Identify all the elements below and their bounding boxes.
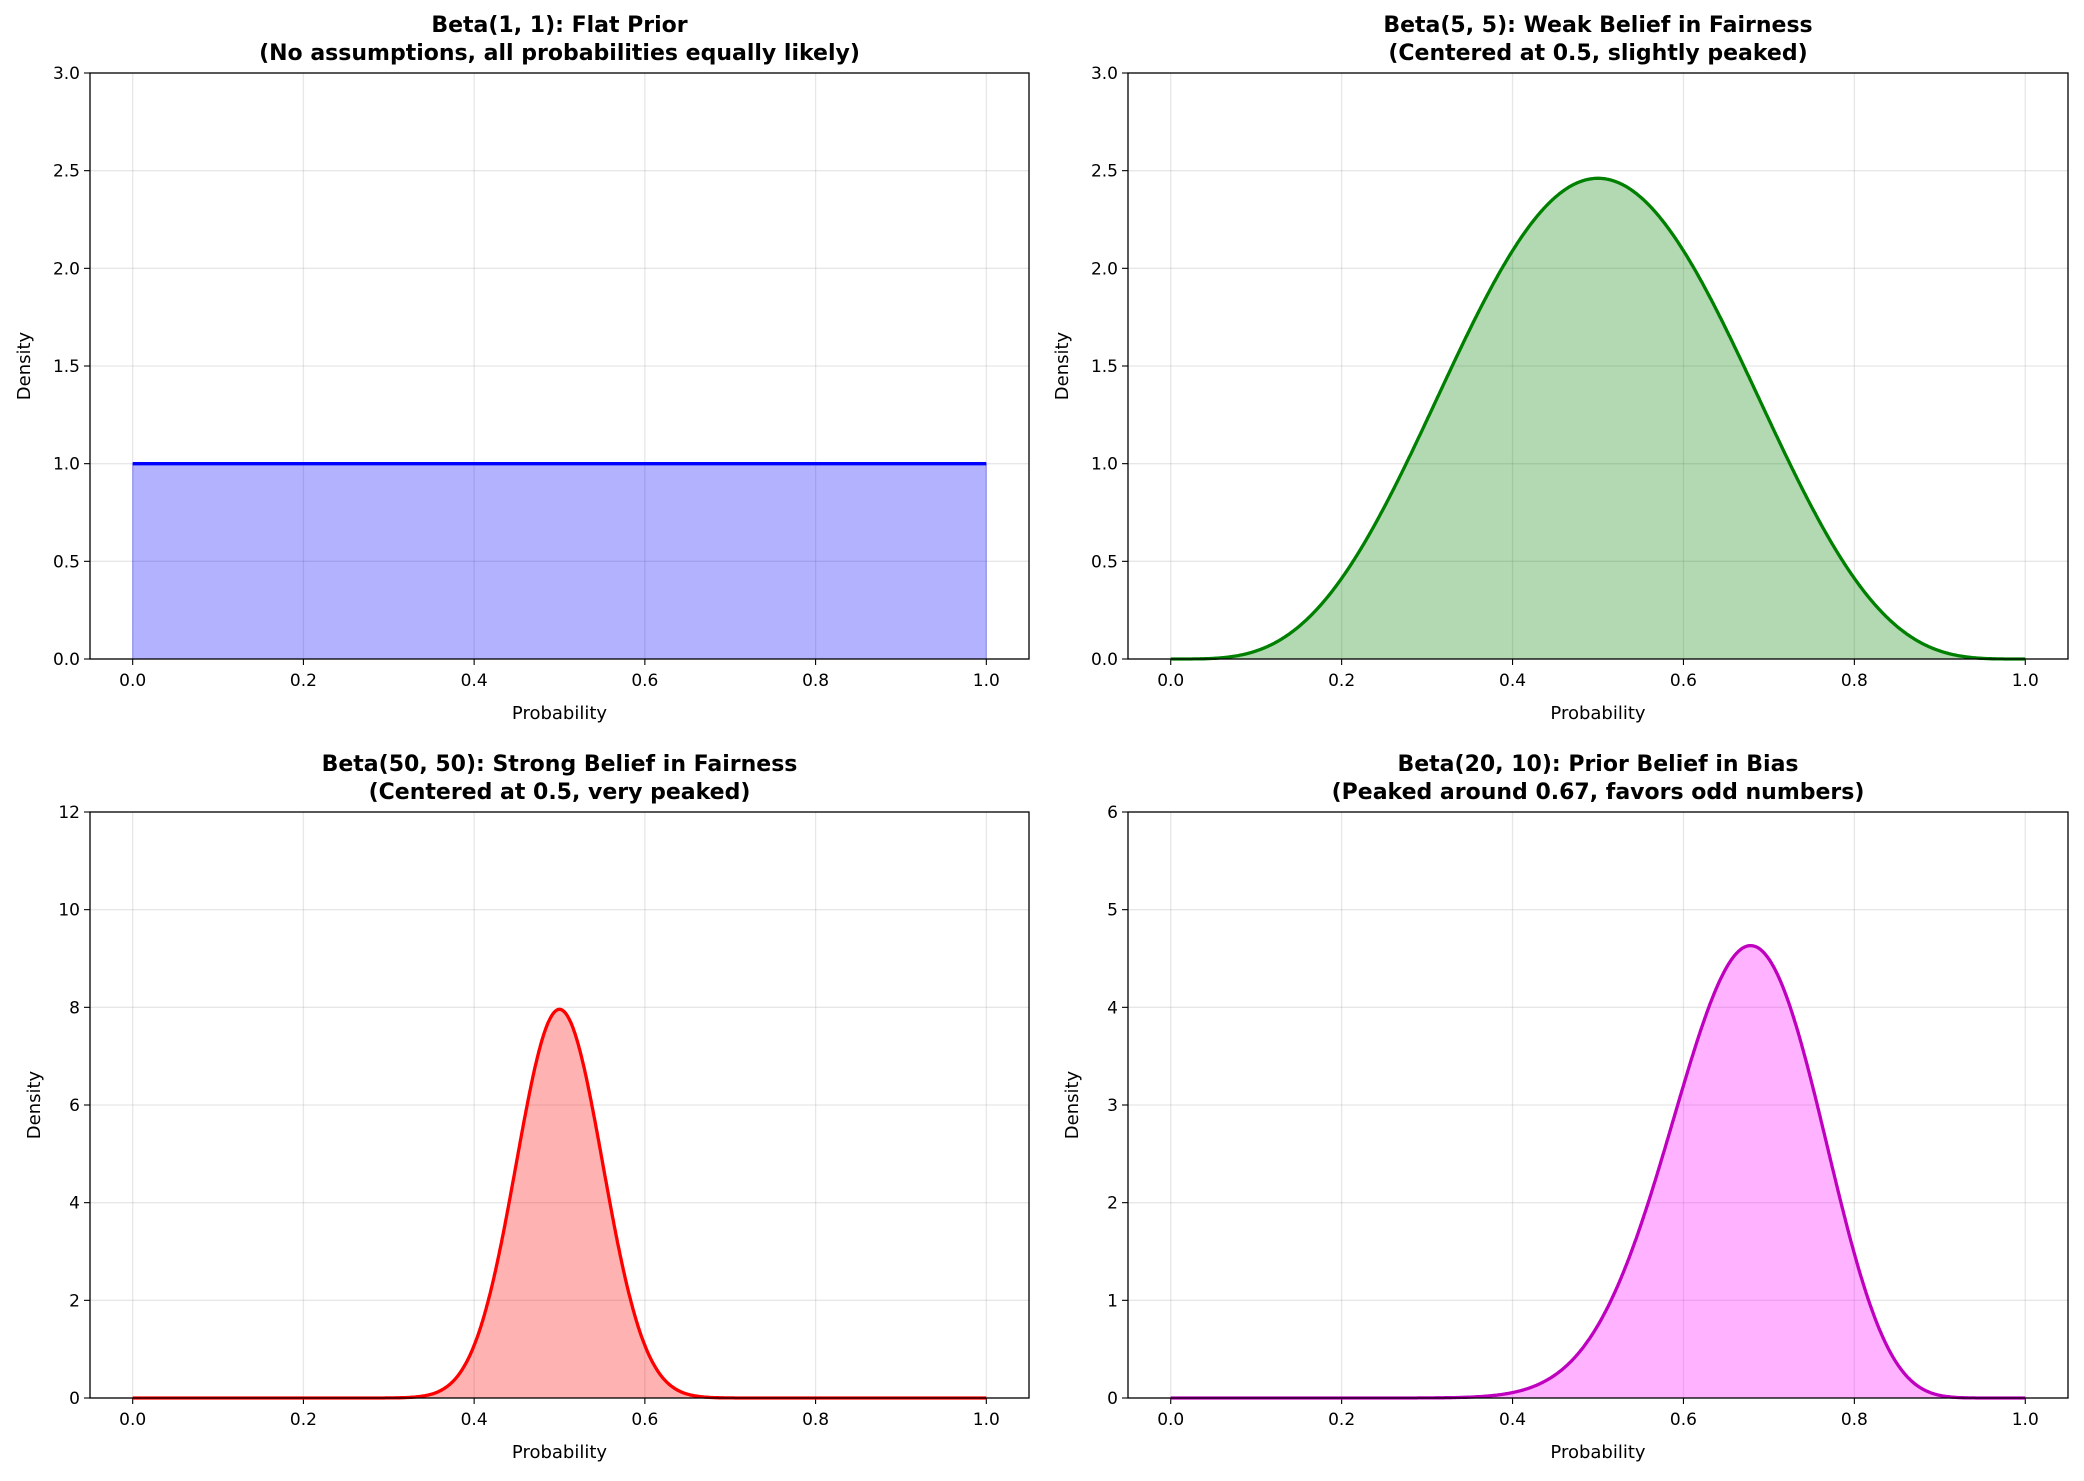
y-tick-label: 0 bbox=[69, 1389, 80, 1409]
x-tick-label: 0.2 bbox=[1328, 671, 1355, 691]
x-axis-label: Probability bbox=[512, 1442, 607, 1463]
x-tick-label: 0.0 bbox=[119, 671, 146, 691]
x-tick-label: 1.0 bbox=[2012, 671, 2039, 691]
x-tick-label: 0.6 bbox=[1670, 671, 1697, 691]
axes-frame bbox=[1127, 811, 2069, 1399]
density-fill bbox=[132, 1008, 987, 1399]
y-tick-label: 1.0 bbox=[1091, 455, 1118, 475]
y-tick-label: 6 bbox=[1107, 803, 1118, 823]
y-tick-label: 8 bbox=[69, 998, 80, 1018]
y-tick-label: 2.5 bbox=[53, 162, 80, 182]
y-tick-label: 6 bbox=[69, 1096, 80, 1116]
y-tick-label: 0.5 bbox=[1091, 552, 1118, 572]
subplot-2: 0.0 0.2 0.4 0.6 0.8 1.0 0.0 0.5 1.0 1.5 2.0 2.5 3.0 B… bbox=[1052, 13, 2069, 724]
y-tick-label: 2.5 bbox=[1091, 162, 1118, 182]
y-tick-label: 3.0 bbox=[1091, 64, 1118, 84]
y-axis-label: Density bbox=[1062, 1070, 1083, 1139]
y-tick-label: 1.0 bbox=[53, 455, 80, 475]
x-tick-label: 1.0 bbox=[2012, 1410, 2039, 1430]
y-axis-label: Density bbox=[24, 1070, 45, 1139]
x-axis-label: Probability bbox=[1550, 703, 1645, 724]
y-tick-label: 4 bbox=[69, 1194, 80, 1214]
y-tick-label: 10 bbox=[58, 901, 80, 921]
density-line bbox=[1170, 176, 2026, 661]
x-tick-label: 0.8 bbox=[1841, 1410, 1868, 1430]
subplot-title: Beta(50, 50): Strong Belief in Fairness bbox=[322, 752, 798, 777]
subplot-title: Beta(5, 5): Weak Belief in Fairness bbox=[1383, 13, 1812, 38]
axes-frame bbox=[89, 811, 1030, 1399]
x-tick-label: 1.0 bbox=[973, 671, 1000, 691]
y-tick-label: 1 bbox=[1107, 1291, 1118, 1311]
y-tick-label: 3 bbox=[1107, 1096, 1118, 1116]
x-tick-label: 0.6 bbox=[631, 671, 658, 691]
y-tick-label: 2.0 bbox=[1091, 259, 1118, 279]
subplot-1: 0.0 0.2 0.4 0.6 0.8 1.0 0.0 0.5 1.0 1.5 2.0 2.5 3.0 B… bbox=[14, 13, 1030, 724]
x-tick-label: 0.4 bbox=[1499, 671, 1526, 691]
x-tick-label: 0.0 bbox=[119, 1410, 146, 1430]
x-axis-label: Probability bbox=[1550, 1442, 1645, 1463]
subplot-subtitle: (No assumptions, all probabilities equal… bbox=[259, 41, 860, 66]
subplot-4: 0.0 0.2 0.4 0.6 0.8 1.0 0 1 2 3 4 5 6 Beta(20, 10): P… bbox=[1062, 752, 2069, 1463]
y-axis-label: Density bbox=[14, 331, 35, 400]
x-tick-label: 0.8 bbox=[802, 1410, 829, 1430]
subplot-title: Beta(20, 10): Prior Belief in Bias bbox=[1397, 752, 1798, 777]
y-tick-label: 5 bbox=[1107, 901, 1118, 921]
y-tick-label: 0.0 bbox=[1091, 650, 1118, 670]
subplot-title: Beta(1, 1): Flat Prior bbox=[431, 13, 687, 38]
x-tick-label: 0.0 bbox=[1157, 671, 1184, 691]
x-tick-label: 0.8 bbox=[802, 671, 829, 691]
x-tick-label: 0.6 bbox=[631, 1410, 658, 1430]
density-fill bbox=[132, 463, 987, 660]
x-tick-label: 1.0 bbox=[973, 1410, 1000, 1430]
x-tick-label: 0.4 bbox=[1499, 1410, 1526, 1430]
subplot-subtitle: (Centered at 0.5, slightly peaked) bbox=[1388, 41, 1807, 66]
x-tick-label: 0.6 bbox=[1670, 1410, 1697, 1430]
y-tick-label: 4 bbox=[1107, 998, 1118, 1018]
y-tick-label: 3.0 bbox=[53, 64, 80, 84]
x-tick-label: 0.8 bbox=[1841, 671, 1868, 691]
y-tick-label: 2 bbox=[1107, 1194, 1118, 1214]
y-tick-label: 2.0 bbox=[53, 259, 80, 279]
y-tick-label: 1.5 bbox=[53, 357, 80, 377]
x-tick-label: 0.2 bbox=[290, 671, 317, 691]
subplot-3: 0.0 0.2 0.4 0.6 0.8 1.0 0 2 4 6 8 10 12 Beta(50, 50):… bbox=[24, 752, 1030, 1463]
subplot-subtitle: (Centered at 0.5, very peaked) bbox=[369, 780, 751, 805]
y-tick-label: 0 bbox=[1107, 1389, 1118, 1409]
y-tick-label: 12 bbox=[58, 803, 80, 823]
x-tick-label: 0.2 bbox=[1328, 1410, 1355, 1430]
y-tick-label: 2 bbox=[69, 1291, 80, 1311]
axes-frame bbox=[89, 72, 1030, 660]
y-tick-label: 1.5 bbox=[1091, 357, 1118, 377]
x-tick-label: 0.0 bbox=[1157, 1410, 1184, 1430]
y-axis-label: Density bbox=[1052, 331, 1073, 400]
y-tick-label: 0.0 bbox=[53, 650, 80, 670]
axes-frame bbox=[1127, 72, 2069, 660]
density-fill bbox=[1170, 177, 2026, 660]
x-tick-label: 0.4 bbox=[461, 671, 488, 691]
x-tick-label: 0.4 bbox=[461, 1410, 488, 1430]
density-fill bbox=[1170, 945, 2026, 1399]
subplot-subtitle: (Peaked around 0.67, favors odd numbers) bbox=[1332, 780, 1865, 805]
x-tick-label: 0.2 bbox=[290, 1410, 317, 1430]
y-tick-label: 0.5 bbox=[53, 552, 80, 572]
x-axis-label: Probability bbox=[512, 703, 607, 724]
